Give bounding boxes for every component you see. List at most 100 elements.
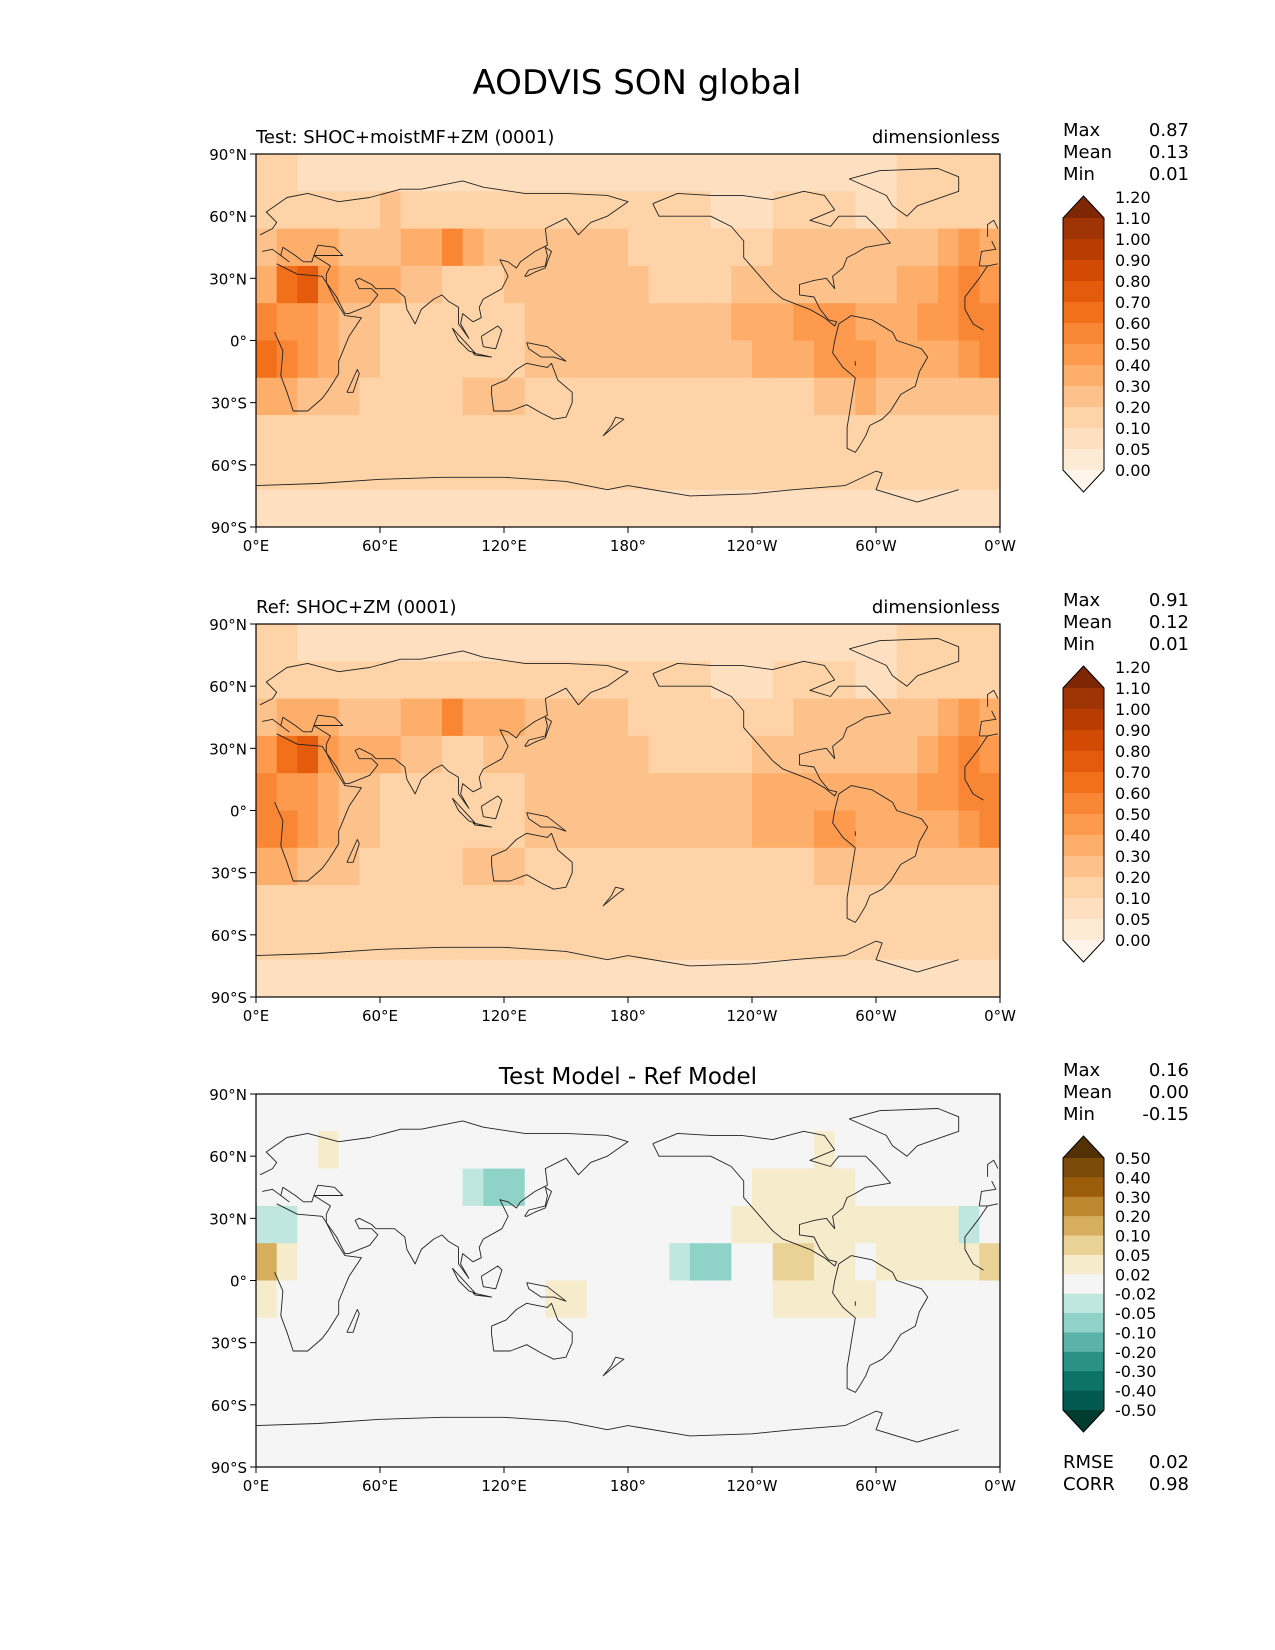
field-cell [752, 191, 774, 230]
field-cell [297, 1355, 319, 1393]
field-cell [545, 154, 567, 192]
field-cell [814, 265, 836, 304]
field-cell [338, 1392, 360, 1431]
field-cell [318, 624, 340, 662]
field-cell [504, 303, 526, 342]
field-cell [256, 959, 278, 997]
field-cell [483, 340, 505, 379]
field-cell [586, 1317, 608, 1356]
field-cell [834, 228, 856, 267]
lat-tick-label: 30°N [209, 1210, 247, 1228]
field-cell [380, 922, 402, 961]
field-cell [462, 452, 484, 491]
field-cell [917, 1280, 939, 1319]
field-cell [586, 1429, 608, 1467]
field-cell [917, 624, 939, 662]
field-cell [793, 154, 815, 192]
colorbar-tick-label: 0.10 [1115, 419, 1151, 438]
colorbar-extend-max [1063, 1136, 1104, 1158]
field-cell [628, 698, 650, 737]
colorbar-bin [1063, 218, 1104, 240]
field-cell [896, 415, 918, 453]
field-cell [297, 489, 319, 527]
field-cell [896, 773, 918, 812]
field-cell [442, 922, 464, 961]
field-cell [566, 228, 588, 267]
field-cell [814, 377, 836, 416]
lat-tick-label: 60°S [211, 1397, 247, 1415]
field-cell [648, 452, 670, 491]
field-cell [896, 698, 918, 737]
field-cell [297, 698, 319, 737]
field-cell [421, 1392, 443, 1431]
field-cell [917, 1205, 939, 1244]
field-cell [834, 452, 856, 491]
field-cell [421, 1429, 443, 1467]
field-cell [648, 1280, 670, 1319]
colorbar-tick-label: 0.80 [1115, 272, 1151, 291]
field-cell [979, 1429, 1000, 1467]
field-cell [276, 735, 298, 774]
field-cell [917, 1168, 939, 1207]
field-cell [359, 1168, 381, 1207]
field-cell [256, 1280, 278, 1319]
field-cell [504, 154, 526, 192]
field-cell [566, 377, 588, 416]
colorbar-bin [1063, 1158, 1104, 1178]
field-cell [814, 415, 836, 453]
field-cell [380, 1205, 402, 1244]
field-cell [917, 922, 939, 961]
field-cell [834, 154, 856, 192]
field-cell [876, 489, 898, 527]
field-cell [586, 1168, 608, 1207]
lon-tick-label: 180° [610, 1007, 646, 1025]
field-cell [834, 1280, 856, 1319]
field-cell [318, 1392, 340, 1431]
field-cell [876, 1317, 898, 1356]
field-cell [917, 191, 939, 230]
field-cell [338, 340, 360, 379]
field-cell [917, 415, 939, 453]
field-cell [834, 922, 856, 961]
rmse-label: RMSE [1063, 1452, 1114, 1473]
field-cell [855, 265, 877, 304]
field-cell [648, 191, 670, 230]
field-cell [462, 1131, 484, 1170]
field-cell [276, 922, 298, 961]
field-cell [793, 735, 815, 774]
field-cell [607, 377, 629, 416]
field-cell [586, 191, 608, 230]
field-cell [524, 303, 546, 342]
field-cell [462, 377, 484, 416]
field-cell [586, 735, 608, 774]
field-cell [958, 1131, 980, 1170]
field-cell [297, 922, 319, 961]
field-cell [256, 847, 278, 886]
field-cell [690, 1280, 712, 1319]
lon-tick-label: 120°W [727, 1007, 778, 1025]
field-cell [669, 1429, 691, 1467]
stat-value-min: 0.01 [1149, 164, 1189, 185]
lat-tick-label: 60°S [211, 457, 247, 475]
field-cell [442, 303, 464, 342]
field-cell [400, 265, 422, 304]
field-cell [400, 1355, 422, 1393]
field-cell [545, 340, 567, 379]
field-cell [524, 661, 546, 700]
field-cell [380, 1355, 402, 1393]
field-cell [359, 489, 381, 527]
field-cell [400, 661, 422, 700]
field-cell [814, 1280, 836, 1319]
field-cell [669, 1280, 691, 1319]
field-cell [669, 1355, 691, 1393]
field-cell [545, 773, 567, 812]
field-cell [772, 1168, 794, 1207]
field-cell [318, 415, 340, 453]
field-cell [917, 1429, 939, 1467]
field-cell [731, 1355, 753, 1393]
field-cell [462, 1429, 484, 1467]
field-cell [462, 265, 484, 304]
field-cell [359, 265, 381, 304]
field-cell [917, 228, 939, 267]
lat-tick-label: 30°S [211, 865, 247, 883]
